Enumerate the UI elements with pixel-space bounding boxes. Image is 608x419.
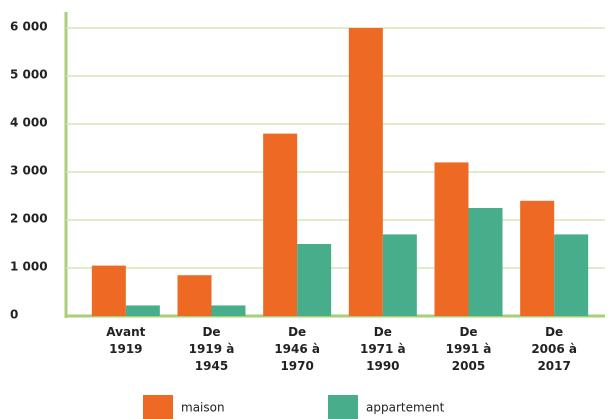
y-tick-label: 2 000 [10, 212, 48, 226]
bar [554, 234, 589, 316]
x-tick-label: De 2006 à 2017 [531, 325, 577, 373]
y-tick-label: 4 000 [10, 116, 48, 130]
y-tick-label: 1 000 [10, 260, 48, 274]
legend-swatch [328, 395, 358, 419]
x-tick-label: Avant 1919 [106, 325, 146, 356]
bar [125, 305, 160, 316]
bar [177, 275, 212, 316]
y-tick-label: 6 000 [10, 20, 48, 34]
bar [211, 305, 246, 316]
bar [297, 244, 332, 316]
y-tick-label: 0 [10, 308, 18, 322]
x-tick-label: De 1991 à 2005 [445, 325, 492, 373]
legend-swatch [143, 395, 173, 419]
bar [91, 265, 126, 316]
bar [348, 28, 383, 316]
legend-label: maison [181, 401, 225, 415]
bar [382, 234, 417, 316]
x-tick-label: De 1946 à 1970 [274, 325, 320, 373]
bar [263, 133, 298, 316]
bar [434, 162, 469, 316]
y-tick-label: 5 000 [10, 68, 48, 82]
bar [468, 208, 503, 316]
y-tick-label: 3 000 [10, 164, 48, 178]
x-tick-label: De 1971 à 1990 [359, 325, 406, 373]
x-tick-label: De 1919 à 1945 [188, 325, 235, 373]
legend-label: appartement [366, 401, 445, 415]
bar [520, 200, 555, 316]
